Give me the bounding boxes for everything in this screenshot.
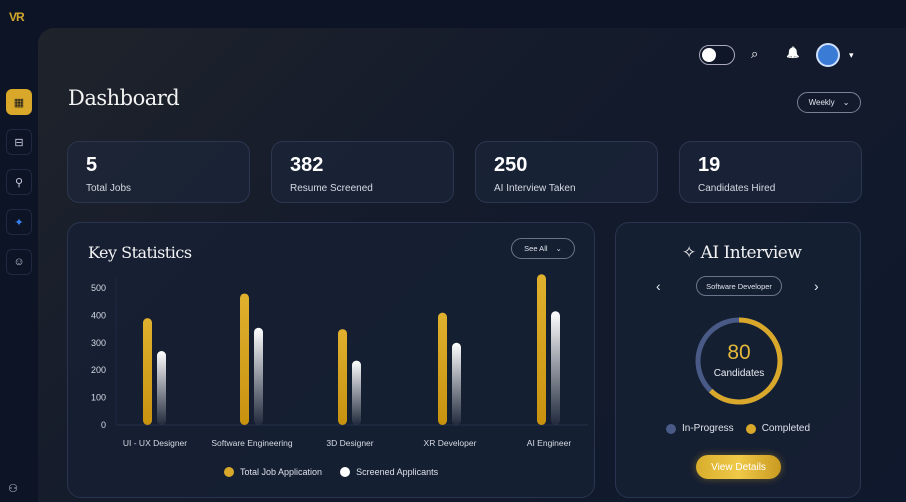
add-user-icon[interactable]: ⚇ [8, 482, 18, 495]
legend-dot [224, 467, 234, 477]
x-tick-label: XR Developer [424, 438, 477, 448]
stat-card: 382 Resume Screened [271, 141, 454, 203]
legend-dot [340, 467, 351, 477]
x-tick-label: 3D Designer [326, 438, 373, 448]
bar-total [438, 312, 447, 425]
team-icon[interactable]: ☺ [6, 249, 32, 275]
bar-total [240, 293, 249, 425]
y-tick-label: 300 [91, 338, 106, 348]
view-details-button[interactable]: View Details [696, 455, 781, 479]
bar-total [537, 274, 546, 425]
x-tick-label: Software Engineering [211, 438, 293, 448]
stat-label: Candidates Hired [698, 183, 776, 194]
ai-interview-title: AI Interview [700, 243, 802, 263]
bar-total [338, 329, 347, 425]
search-icon[interactable]: ⌕ [751, 46, 759, 61]
period-value: Weekly [808, 98, 835, 107]
next-arrow-icon[interactable]: › [814, 278, 819, 294]
prev-arrow-icon[interactable]: ‹ [656, 278, 661, 294]
y-tick-label: 200 [91, 365, 106, 375]
donut-completed [695, 317, 783, 405]
stat-label: Total Jobs [86, 183, 132, 194]
period-select[interactable]: Weekly ⌄ [797, 92, 861, 113]
y-tick-label: 400 [91, 310, 106, 320]
stat-value: 19 [698, 154, 721, 176]
avatar[interactable] [816, 43, 840, 67]
stat-value: 250 [494, 154, 528, 176]
x-tick-label: AI Engineer [527, 438, 572, 448]
key-statistics-panel: Key Statistics See All ⌄ 0 100 200 300 400 500… [67, 222, 595, 498]
bar-chart: 0 100 200 300 400 500 UI - UX Designer Software… [91, 274, 588, 448]
donut-legend: In-Progress Completed [666, 423, 810, 434]
bar-screened [157, 351, 166, 425]
page-title: Dashboard [68, 86, 180, 110]
stat-value: 382 [290, 154, 324, 176]
stat-card: 250 AI Interview Taken [475, 141, 658, 203]
see-all-label: See All [524, 244, 548, 253]
stat-value: 5 [86, 154, 98, 176]
legend-label: Completed [761, 423, 811, 434]
y-tick-label: 0 [101, 420, 106, 430]
theme-toggle[interactable] [699, 45, 735, 65]
bar-total [143, 318, 152, 425]
stat-card: 5 Total Jobs [67, 141, 250, 203]
see-all-button[interactable]: See All ⌄ [511, 238, 575, 259]
y-tick-label: 500 [91, 283, 106, 293]
y-tick-label: 100 [91, 393, 106, 403]
role-pill[interactable]: Software Developer [696, 276, 782, 296]
brand-logo: VR [9, 10, 25, 24]
people-search-icon[interactable]: ⚲ [6, 169, 32, 195]
ai-interview-panel: ✧ AI Interview ‹ › Software Developer 80… [615, 222, 861, 498]
legend-label: Total Job Application [240, 467, 323, 477]
chart-legend: Total Job Application Screened Applicant… [224, 467, 438, 477]
candidate-label: Candidates [713, 368, 765, 379]
legend-dot [745, 423, 756, 434]
x-tick-label: UI - UX Designer [123, 438, 187, 448]
chevron-down-icon: ⌄ [555, 244, 562, 253]
stat-label: Resume Screened [290, 183, 373, 194]
sparkle-icon: ✧ [682, 243, 701, 263]
chevron-down-icon: ⌄ [842, 98, 850, 107]
briefcase-icon[interactable]: ⊟ [6, 129, 32, 155]
stat-card: 19 Candidates Hired [679, 141, 862, 203]
legend-label: Screened Applicants [356, 467, 439, 477]
chevron-down-icon[interactable]: ▾ [849, 50, 854, 60]
dashboard-icon[interactable]: ▦ [6, 89, 32, 115]
donut-chart [695, 317, 783, 405]
panel-title: Key Statistics [88, 243, 192, 262]
stat-label: AI Interview Taken [494, 183, 576, 194]
sparkle-icon[interactable]: ✦ [6, 209, 32, 235]
bar-screened [352, 360, 361, 425]
bar-screened [551, 311, 560, 425]
legend-dot [666, 423, 676, 434]
candidate-count: 80 [727, 341, 751, 364]
bar-screened [254, 327, 263, 425]
bell-icon[interactable]: 🔔 [786, 47, 800, 59]
panel-title: ✧ AI Interview [682, 243, 802, 263]
legend-label: In-Progress [682, 423, 734, 434]
bar-screened [452, 342, 461, 425]
